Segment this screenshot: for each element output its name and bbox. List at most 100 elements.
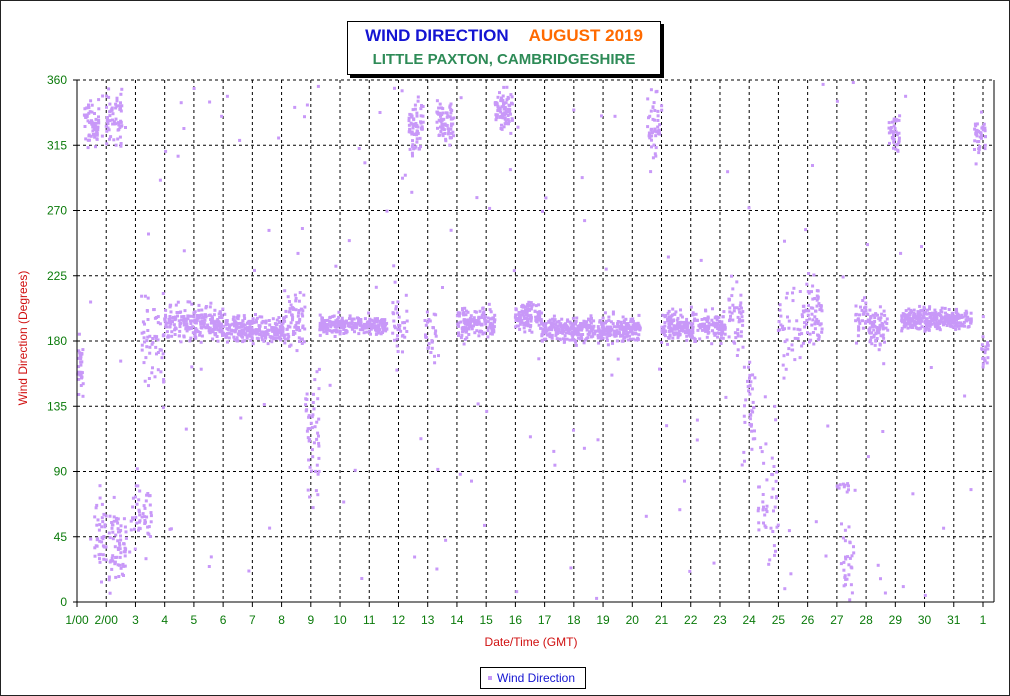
data-point <box>975 122 979 126</box>
data-point <box>770 495 774 499</box>
data-point <box>98 557 101 561</box>
data-point <box>226 332 229 335</box>
data-point <box>582 323 586 326</box>
data-point <box>168 315 172 319</box>
x-tick-label: 29 <box>889 613 903 627</box>
data-point <box>502 125 506 129</box>
data-point <box>415 114 419 118</box>
data-point <box>691 313 695 317</box>
data-point <box>605 336 609 340</box>
data-point <box>672 331 675 335</box>
data-point <box>735 306 739 310</box>
data-point <box>612 333 616 337</box>
data-point <box>219 315 223 319</box>
data-point <box>109 109 113 113</box>
data-point <box>108 591 112 595</box>
data-point <box>435 120 439 124</box>
data-point <box>787 529 791 533</box>
data-point <box>420 127 424 131</box>
data-point <box>713 333 717 337</box>
data-point <box>956 315 960 319</box>
data-point <box>114 102 118 106</box>
data-point <box>655 130 659 134</box>
data-point <box>983 147 987 151</box>
data-point <box>969 488 973 492</box>
data-point <box>393 86 396 90</box>
data-point <box>848 556 852 560</box>
data-point <box>695 319 699 322</box>
data-point <box>86 146 90 150</box>
data-point <box>983 135 987 138</box>
data-point <box>223 312 227 316</box>
data-point <box>321 316 324 320</box>
data-point <box>307 415 311 419</box>
data-point <box>174 303 178 307</box>
data-point <box>592 319 596 323</box>
data-point <box>540 322 544 326</box>
data-point <box>449 124 453 128</box>
data-point <box>761 500 765 504</box>
data-point <box>260 335 264 339</box>
data-point <box>87 134 91 138</box>
data-point <box>169 310 173 314</box>
data-point <box>739 311 743 315</box>
data-point <box>416 95 420 99</box>
data-point <box>909 325 912 329</box>
data-point <box>286 295 290 299</box>
data-point <box>241 323 245 327</box>
data-point <box>806 313 810 317</box>
data-point <box>411 139 414 143</box>
data-point <box>283 319 287 323</box>
data-point <box>717 328 721 331</box>
data-point <box>800 313 804 317</box>
data-point <box>634 338 638 342</box>
data-point <box>535 320 539 324</box>
data-point <box>81 348 85 352</box>
data-point <box>606 325 610 329</box>
data-point <box>375 320 379 324</box>
data-point <box>374 285 378 289</box>
data-point <box>980 133 983 137</box>
data-point <box>463 320 467 324</box>
data-point <box>164 149 168 153</box>
data-point <box>981 125 985 129</box>
data-point <box>855 341 858 345</box>
data-point <box>954 327 958 331</box>
data-point <box>155 335 159 339</box>
x-tick-label: 23 <box>713 613 727 627</box>
data-point <box>106 116 109 119</box>
data-point <box>892 140 896 144</box>
data-point <box>147 384 150 388</box>
data-point <box>617 324 621 328</box>
x-tick-label: 28 <box>859 613 873 627</box>
data-point <box>668 318 671 322</box>
data-point <box>523 311 527 315</box>
data-point <box>412 147 416 151</box>
data-point <box>184 317 188 321</box>
data-point <box>216 324 220 328</box>
data-point <box>969 317 972 321</box>
data-point <box>200 334 204 338</box>
data-point <box>574 343 578 347</box>
data-point <box>623 332 627 336</box>
data-point <box>943 321 947 325</box>
data-point <box>871 313 875 317</box>
data-point <box>93 124 97 128</box>
data-point <box>850 591 854 595</box>
data-point <box>411 154 414 158</box>
data-point <box>883 313 887 317</box>
data-point <box>444 538 448 542</box>
data-point <box>158 322 162 326</box>
data-point <box>508 104 512 108</box>
data-point <box>737 320 741 324</box>
data-point <box>392 264 396 268</box>
data-point <box>882 309 886 313</box>
data-point <box>813 297 817 300</box>
data-point <box>925 326 929 330</box>
data-point <box>723 326 727 330</box>
data-point <box>243 326 247 330</box>
data-point <box>368 317 372 321</box>
data-point <box>525 310 529 314</box>
data-point <box>551 317 555 321</box>
data-point <box>216 318 220 321</box>
